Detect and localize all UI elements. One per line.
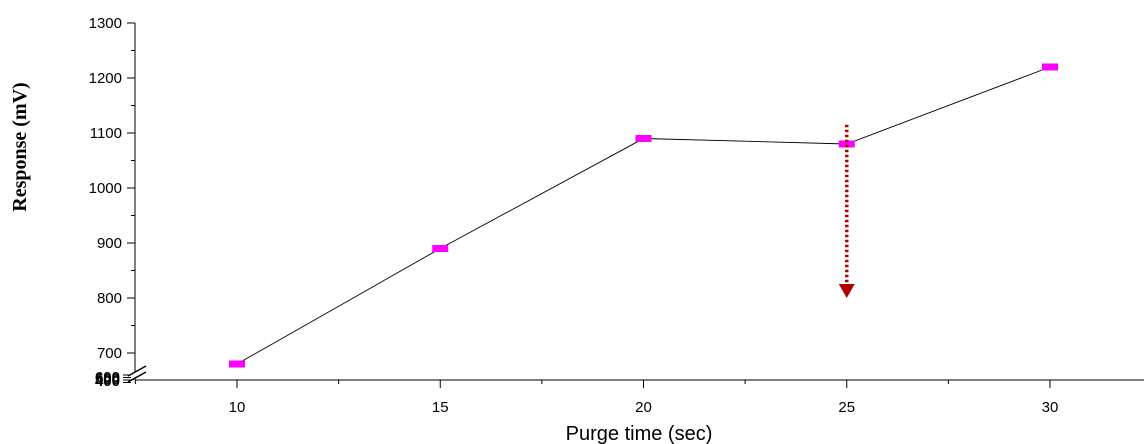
y-tick-label: 700 (97, 345, 122, 362)
data-point-marker (838, 140, 855, 148)
x-tick-label: 20 (635, 399, 652, 416)
x-axis-label: Purge time (sec) (566, 423, 713, 444)
arrow-head (838, 284, 855, 298)
y-tick-label: 800 (97, 290, 122, 307)
series (229, 63, 1058, 368)
y-tick-label: 1000 (89, 180, 122, 197)
y-tick-label: 1300 (89, 15, 122, 32)
x-tick-label: 25 (838, 399, 855, 416)
data-point-marker (1042, 63, 1058, 71)
x-tick-label: 10 (229, 399, 246, 416)
axes (127, 23, 1144, 383)
x-tick-label: 15 (432, 399, 449, 416)
y-tick-label: 1200 (89, 70, 122, 87)
annotation (838, 124, 855, 298)
data-point-marker (229, 360, 245, 368)
series-line (236, 66, 1051, 365)
x-axis-ticks: 10 15 20 25 30 (134, 380, 1059, 416)
data-point-marker (635, 135, 652, 142)
data-point-marker (432, 245, 449, 252)
x-tick-label: 30 (1042, 399, 1059, 416)
y-break-label: 500 (95, 371, 120, 388)
axis-break-mark (127, 365, 147, 377)
y-axis-label: Response (mV) (9, 82, 31, 211)
y-break-label: 600 (95, 369, 120, 386)
y-tick-label: 900 (97, 235, 122, 252)
y-tick-label: 1100 (90, 125, 122, 142)
y-break-label: 400 (95, 373, 120, 390)
